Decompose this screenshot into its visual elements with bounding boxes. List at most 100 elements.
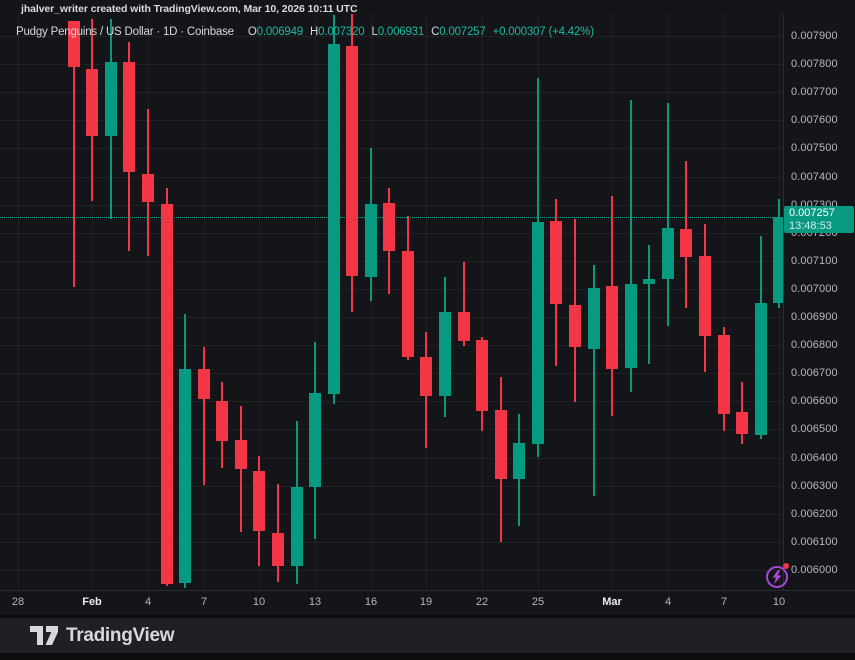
candle[interactable] (680, 229, 693, 258)
vertical-gridline (204, 14, 205, 590)
time-scale-label: 4 (664, 596, 672, 608)
time-scale-label: 25 (531, 596, 545, 608)
tradingview-logo-icon[interactable] (30, 626, 58, 645)
candle[interactable] (550, 221, 563, 305)
attribution-text: jhalver_writer created with TradingView.… (21, 3, 358, 15)
time-scale[interactable]: 28 Feb 4 7 10 13 16 19 22 25 Mar 4 7 10 (0, 591, 855, 615)
price-scale-label: 0.007500 (791, 142, 838, 155)
horizontal-gridline (0, 288, 783, 290)
horizontal-gridline (0, 373, 783, 375)
price-scale-label: 0.006400 (791, 451, 838, 464)
bar-countdown: 13:48:53 (789, 219, 832, 232)
lightning-bolt-icon (772, 570, 782, 584)
time-scale-label: 13 (308, 596, 322, 608)
candle[interactable] (420, 357, 433, 397)
candle[interactable] (346, 46, 359, 277)
boost-button[interactable] (766, 566, 788, 588)
time-scale-label: 7 (200, 596, 208, 608)
candle[interactable] (754, 303, 767, 436)
price-scale-label: 0.006000 (791, 563, 838, 576)
horizontal-gridline (0, 401, 783, 403)
candle[interactable] (383, 203, 396, 252)
price-scale[interactable]: 0.007257 13:48:53 0.007900 0.007800 0.0077… (784, 14, 855, 590)
candle[interactable] (643, 278, 656, 285)
horizontal-gridline (0, 569, 783, 571)
candle[interactable] (86, 69, 99, 137)
candle[interactable] (234, 440, 247, 470)
horizontal-gridline (0, 541, 783, 543)
candle[interactable] (401, 251, 414, 358)
price-scale-label: 0.006200 (791, 507, 838, 520)
candle-wick[interactable] (202, 347, 205, 486)
symbol-title[interactable]: Pudgy Penguins / US Dollar · 1D · Coinba… (16, 26, 234, 38)
candle[interactable] (104, 61, 117, 137)
candle[interactable] (253, 471, 266, 532)
candle[interactable] (327, 44, 340, 395)
vertical-gridline (724, 14, 725, 590)
candle[interactable] (271, 533, 284, 567)
candle[interactable] (736, 412, 749, 435)
chart-pane[interactable] (0, 14, 783, 590)
time-scale-label: 16 (364, 596, 378, 608)
price-scale-label: 0.007000 (791, 282, 838, 295)
candle-wick[interactable] (666, 103, 669, 327)
price-scale-label: 0.007400 (791, 170, 838, 183)
change-value: +0.000307 (+4.42%) (492, 26, 594, 38)
notification-dot-icon (783, 563, 789, 569)
candle[interactable] (773, 216, 783, 304)
horizontal-gridline (0, 457, 783, 459)
price-scale-label: 0.007700 (791, 86, 838, 99)
candle[interactable] (569, 305, 582, 348)
last-price-label: 0.007257 13:48:53 (784, 205, 854, 233)
horizontal-gridline (0, 64, 783, 66)
horizontal-gridline (0, 429, 783, 431)
price-scale-label: 0.006500 (791, 423, 838, 436)
price-scale-label: 0.007100 (791, 254, 838, 267)
ohlc-o: O0.006949 (247, 26, 304, 38)
vertical-gridline (92, 14, 93, 590)
price-scale-label: 0.006800 (791, 339, 838, 352)
candle[interactable] (141, 174, 154, 203)
vertical-gridline (18, 14, 19, 590)
last-price-value: 0.007257 (789, 206, 835, 219)
tradingview-footer: TradingView (0, 618, 855, 653)
candle-wick[interactable] (629, 99, 632, 393)
candle[interactable] (123, 61, 136, 173)
vertical-gridline (315, 14, 316, 590)
candle[interactable] (476, 340, 489, 412)
candle-wick[interactable] (72, 20, 75, 288)
horizontal-gridline (0, 176, 783, 178)
horizontal-gridline (0, 485, 783, 487)
candle[interactable] (661, 228, 674, 280)
candle[interactable] (67, 21, 80, 68)
price-scale-label: 0.006600 (791, 395, 838, 408)
candle[interactable] (216, 401, 229, 442)
candle[interactable] (494, 410, 507, 480)
candle[interactable] (699, 256, 712, 337)
candle[interactable] (290, 487, 303, 567)
candle[interactable] (513, 443, 526, 480)
candle-wick[interactable] (592, 265, 595, 497)
candle-wick[interactable] (462, 262, 465, 347)
vertical-gridline (259, 14, 260, 590)
time-scale-label: 10 (252, 596, 266, 608)
candle[interactable] (587, 288, 600, 350)
price-scale-label: 0.006100 (791, 535, 838, 548)
candle[interactable] (309, 393, 322, 488)
candle[interactable] (457, 312, 470, 342)
candle[interactable] (531, 222, 544, 445)
ohlc-values: O0.006949 H0.007320 L0.006931 C0.007257 (248, 26, 493, 38)
candle[interactable] (179, 369, 192, 584)
candle[interactable] (160, 204, 173, 585)
candle[interactable] (197, 369, 210, 400)
candle[interactable] (717, 335, 730, 415)
horizontal-gridline (0, 513, 783, 515)
candle[interactable] (364, 204, 377, 278)
candle-wick[interactable] (648, 244, 651, 365)
tradingview-brand-text[interactable]: TradingView (66, 624, 175, 646)
symbol-header: Pudgy Penguins / US Dollar · 1D · Coinba… (16, 26, 594, 38)
candle[interactable] (439, 312, 452, 397)
candle[interactable] (624, 284, 637, 369)
candle[interactable] (606, 286, 619, 370)
